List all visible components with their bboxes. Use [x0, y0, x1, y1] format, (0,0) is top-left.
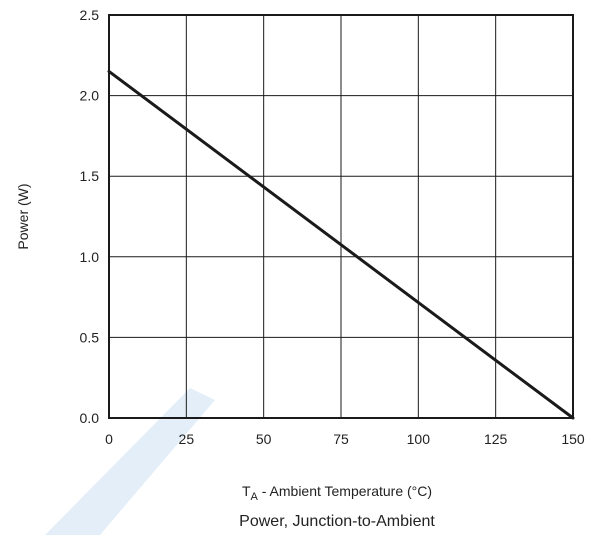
grid	[109, 15, 573, 418]
x-tick-label: 50	[256, 431, 272, 447]
series-layer	[107, 69, 575, 420]
x-axis-title-rest: - Ambient Temperature (°C)	[258, 483, 432, 499]
y-axis-ticks: 0.0 0.5 1.0 1.5 2.0 2.5	[80, 7, 100, 426]
y-tick-label: 2.5	[80, 7, 100, 23]
x-axis-title-symbol: T	[242, 483, 251, 499]
x-tick-label: 0	[105, 431, 113, 447]
x-tick-label: 25	[179, 431, 195, 447]
x-axis-title: TA - Ambient Temperature (°C)	[242, 483, 432, 503]
series-line	[107, 69, 575, 420]
x-axis-ticks: 0 25 50 75 100 125 150	[105, 431, 585, 447]
x-tick-label: 125	[484, 431, 508, 447]
chart-caption: Power, Junction-to-Ambient	[239, 513, 435, 530]
watermark-graphic	[45, 388, 215, 535]
y-axis-title: Power (W)	[15, 183, 31, 249]
x-axis-title-subscript: A	[251, 491, 259, 503]
watermark-stroke	[45, 388, 215, 535]
y-tick-label: 2.0	[80, 88, 100, 104]
x-tick-label: 100	[407, 431, 431, 447]
y-tick-label: 1.5	[80, 168, 100, 184]
y-tick-label: 0.5	[80, 329, 100, 345]
y-tick-label: 1.0	[80, 249, 100, 265]
x-tick-label: 150	[561, 431, 585, 447]
y-tick-label: 0.0	[80, 410, 100, 426]
plot-frame	[108, 14, 574, 419]
x-tick-label: 75	[333, 431, 349, 447]
